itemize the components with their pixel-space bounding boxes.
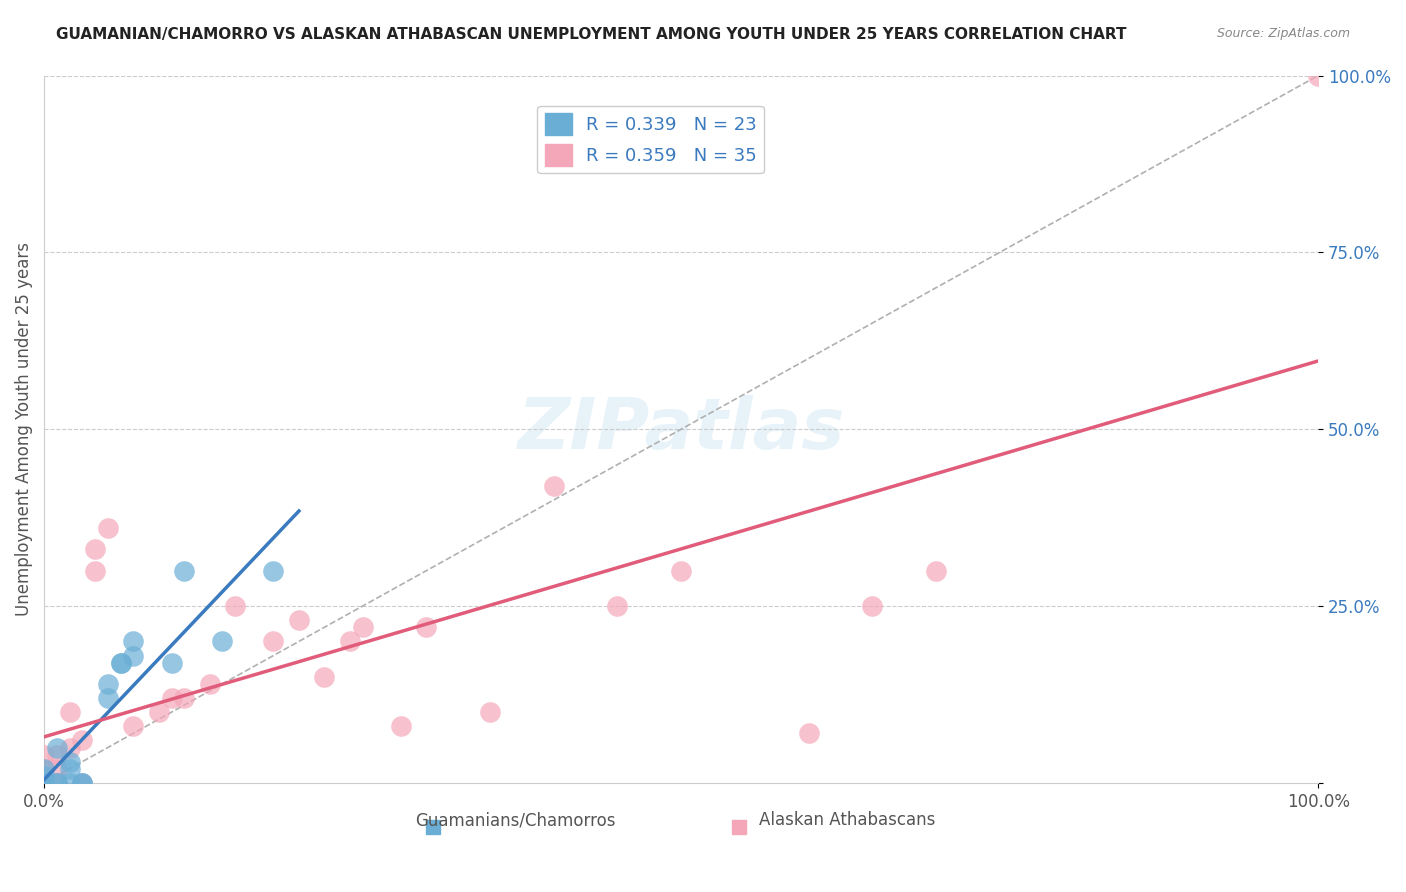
Point (339, 634, 361, 648)
Point (122, 634, 145, 648)
Point (160, 656, 183, 670)
Point (224, 599, 246, 613)
Point (543, 479, 565, 493)
Point (262, 564, 284, 578)
Point (45, 776, 67, 790)
Text: Source: ZipAtlas.com: Source: ZipAtlas.com (1216, 27, 1350, 40)
Text: GUAMANIAN/CHAMORRO VS ALASKAN ATHABASCAN UNEMPLOYMENT AMONG YOUTH UNDER 25 YEARS: GUAMANIAN/CHAMORRO VS ALASKAN ATHABASCAN… (56, 27, 1126, 42)
Point (72, 776, 94, 790)
Text: ZIPatlas: ZIPatlas (517, 394, 845, 464)
Text: Guamanians/Chamorros: Guamanians/Chamorros (415, 812, 616, 830)
Point (32, 762, 55, 776)
Point (72, 776, 94, 790)
Point (97, 521, 120, 535)
Point (72, 733, 94, 747)
Point (58, 755, 80, 769)
Point (58, 740, 80, 755)
Point (110, 656, 132, 670)
Point (97, 677, 120, 691)
Point (32, 776, 55, 790)
Point (45, 776, 67, 790)
Point (32, 747, 55, 762)
Point (160, 690, 183, 705)
Point (32, 769, 55, 783)
Point (32, 776, 55, 790)
Point (173, 564, 195, 578)
Point (84, 564, 107, 578)
Point (669, 564, 692, 578)
Point (173, 690, 195, 705)
Point (72, 776, 94, 790)
Point (148, 705, 170, 719)
Point (122, 648, 145, 663)
Y-axis label: Unemployment Among Youth under 25 years: Unemployment Among Youth under 25 years (15, 243, 32, 616)
Point (58, 776, 80, 790)
Point (352, 620, 374, 634)
Point (97, 690, 120, 705)
Point (32, 776, 55, 790)
Point (58, 705, 80, 719)
Point (925, 564, 948, 578)
Point (45, 747, 67, 762)
Point (32, 776, 55, 790)
Point (1308, 69, 1330, 83)
Point (211, 634, 233, 648)
Point (58, 762, 80, 776)
Legend: R = 0.339   N = 23, R = 0.359   N = 35: R = 0.339 N = 23, R = 0.359 N = 35 (537, 106, 763, 173)
Point (389, 719, 412, 733)
Point (32, 762, 55, 776)
Point (45, 740, 67, 755)
Point (606, 599, 628, 613)
Point (32, 776, 55, 790)
Point (198, 677, 221, 691)
Point (288, 613, 311, 627)
Text: Alaskan Athabascans: Alaskan Athabascans (759, 812, 935, 830)
Point (860, 599, 883, 613)
Point (479, 705, 502, 719)
Point (415, 620, 437, 634)
Point (314, 670, 336, 684)
Point (797, 726, 820, 740)
Point (84, 542, 107, 557)
Point (45, 776, 67, 790)
Point (110, 656, 132, 670)
Point (45, 762, 67, 776)
Point (262, 634, 284, 648)
Point (122, 719, 145, 733)
